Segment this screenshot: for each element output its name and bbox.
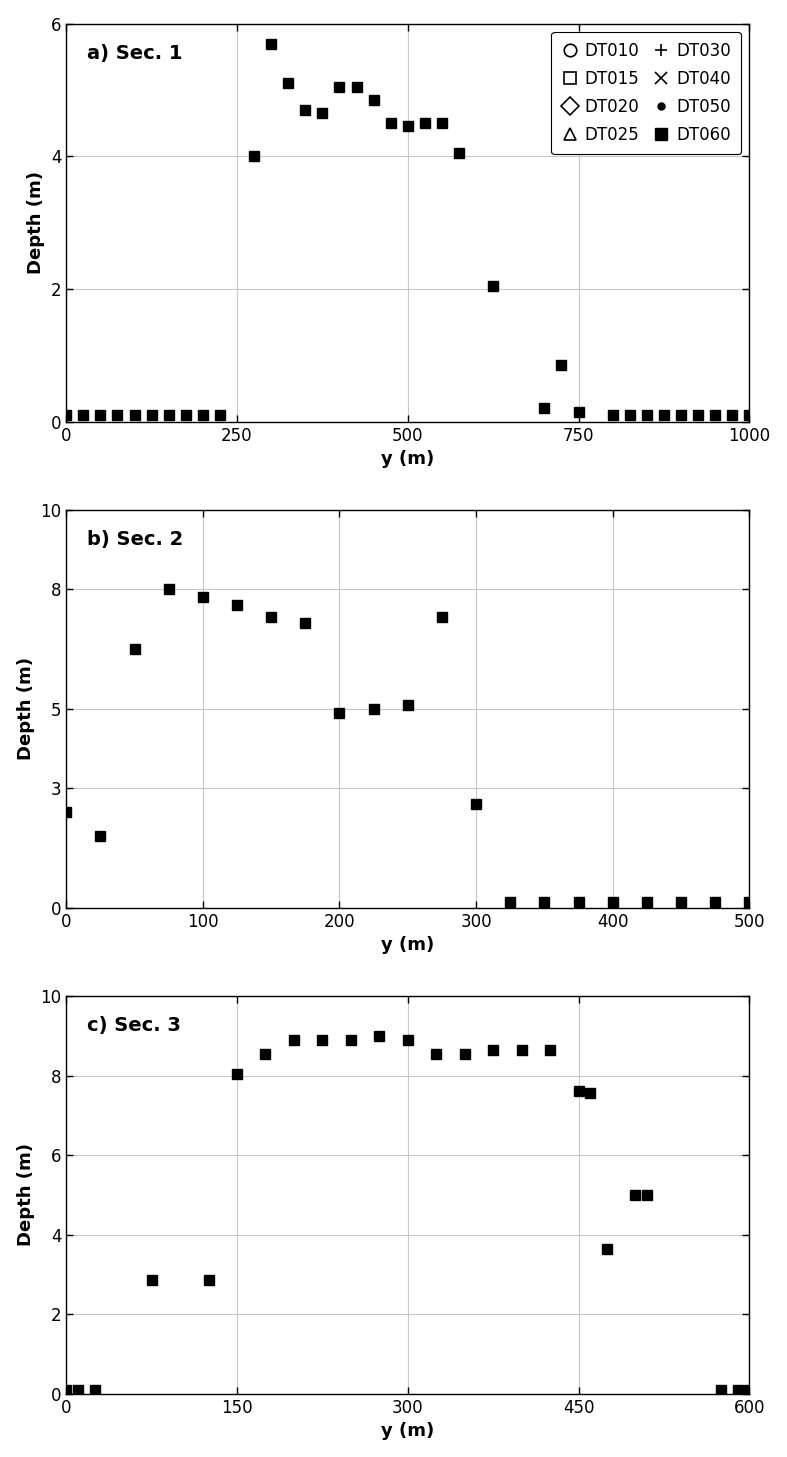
Text: b) Sec. 2: b) Sec. 2 (87, 530, 183, 549)
Y-axis label: Depth (m): Depth (m) (28, 170, 45, 274)
X-axis label: y (m): y (m) (381, 1422, 434, 1441)
X-axis label: y (m): y (m) (381, 450, 434, 468)
Text: a) Sec. 1: a) Sec. 1 (87, 44, 183, 63)
Y-axis label: Depth (m): Depth (m) (17, 1144, 35, 1246)
X-axis label: y (m): y (m) (381, 937, 434, 954)
Y-axis label: Depth (m): Depth (m) (17, 657, 35, 761)
Text: c) Sec. 3: c) Sec. 3 (87, 1016, 180, 1034)
Legend: DT010, DT015, DT020, DT025, DT030, DT040, DT050, DT060: DT010, DT015, DT020, DT025, DT030, DT040… (552, 32, 741, 154)
